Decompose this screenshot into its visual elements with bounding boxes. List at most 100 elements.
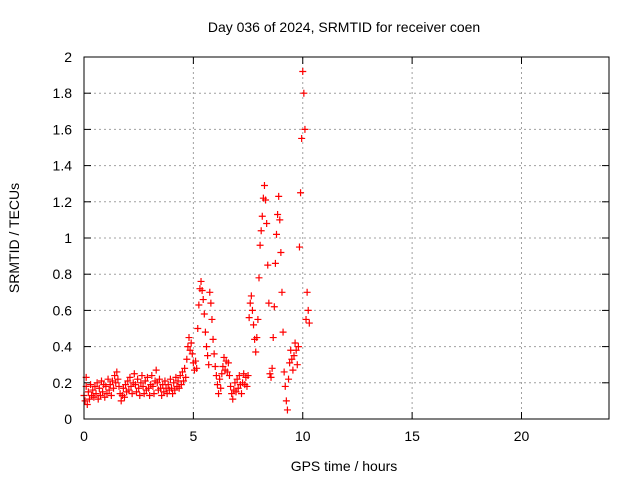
data-point: [247, 292, 255, 300]
data-point: [282, 397, 290, 405]
data-points: [80, 67, 313, 414]
data-point: [175, 384, 183, 392]
data-point: [99, 388, 107, 396]
data-point: [98, 377, 105, 385]
data-point: [128, 390, 136, 398]
data-point: [269, 334, 277, 342]
data-point: [127, 382, 135, 390]
data-point: [246, 299, 254, 307]
data-point: [152, 366, 160, 374]
data-point: [235, 372, 243, 380]
data-point: [304, 306, 312, 314]
data-point: [161, 377, 169, 385]
y-tick-label: 0.8: [53, 266, 73, 282]
data-point: [148, 372, 156, 380]
data-point: [217, 384, 225, 392]
data-point: [290, 352, 298, 360]
data-point: [139, 382, 147, 390]
data-point: [186, 346, 194, 354]
data-point: [104, 375, 112, 383]
data-point: [134, 375, 142, 383]
data-point: [252, 348, 260, 356]
data-point: [172, 373, 180, 381]
data-point: [305, 319, 313, 327]
data-point: [211, 363, 219, 371]
x-tick-label: 10: [295, 428, 311, 444]
data-point: [198, 286, 206, 294]
y-tick-label: 2: [64, 49, 72, 65]
data-point: [208, 315, 216, 323]
data-point: [96, 391, 104, 399]
data-point: [303, 288, 311, 296]
data-point: [248, 306, 256, 314]
data-point: [102, 382, 110, 390]
data-point: [258, 212, 266, 220]
data-point: [253, 334, 261, 342]
data-point: [294, 343, 302, 351]
data-point: [298, 134, 306, 142]
data-point: [234, 384, 242, 392]
data-point: [256, 241, 264, 249]
data-point: [153, 379, 161, 387]
data-point: [171, 386, 179, 394]
data-point: [302, 315, 310, 323]
data-point: [184, 343, 192, 351]
data-point: [266, 370, 274, 378]
data-point: [187, 339, 195, 347]
data-point: [218, 370, 226, 378]
data-point: [210, 350, 218, 358]
data-point: [209, 335, 217, 343]
y-tick-label: 0: [64, 411, 72, 427]
data-point: [115, 382, 123, 390]
data-point: [278, 288, 286, 296]
data-point: [107, 391, 115, 399]
data-point: [260, 182, 268, 190]
data-point: [188, 350, 196, 358]
data-point: [177, 381, 185, 389]
data-point: [170, 379, 178, 387]
data-point: [280, 368, 288, 376]
plot-frame: [83, 56, 610, 420]
data-point: [181, 364, 189, 372]
data-point: [301, 125, 309, 133]
data-point: [279, 328, 287, 336]
data-point: [126, 373, 134, 381]
data-point: [101, 393, 109, 401]
data-point: [197, 277, 205, 285]
data-point: [143, 373, 151, 381]
data-point: [223, 368, 231, 376]
data-point: [265, 299, 273, 307]
data-point: [93, 379, 101, 387]
ticks-layer: 00.20.40.60.811.21.41.61.820 5 10 15 20: [53, 49, 609, 444]
data-point: [300, 89, 308, 97]
data-point: [137, 379, 145, 387]
data-point: [140, 390, 148, 398]
data-point: [81, 397, 89, 405]
data-point: [183, 355, 191, 363]
data-point: [84, 388, 92, 396]
data-point: [286, 359, 294, 367]
data-point: [212, 372, 220, 380]
data-point: [215, 390, 223, 398]
data-point: [130, 370, 138, 378]
data-point: [245, 314, 253, 322]
data-point: [110, 384, 118, 392]
data-point: [268, 364, 276, 372]
data-point: [263, 220, 271, 228]
data-point: [203, 343, 210, 351]
y-tick-label: 1.4: [53, 158, 73, 174]
data-point: [205, 361, 213, 369]
data-point: [138, 372, 146, 380]
data-point: [194, 325, 202, 332]
data-point: [213, 381, 221, 389]
x-tick-label: 0: [80, 428, 88, 444]
data-point: [285, 375, 293, 383]
data-point: [90, 393, 98, 401]
data-point: [89, 386, 97, 394]
data-point: [200, 310, 208, 318]
data-point: [193, 364, 201, 372]
data-point: [216, 375, 224, 383]
data-point: [146, 391, 154, 399]
data-point: [94, 395, 102, 403]
